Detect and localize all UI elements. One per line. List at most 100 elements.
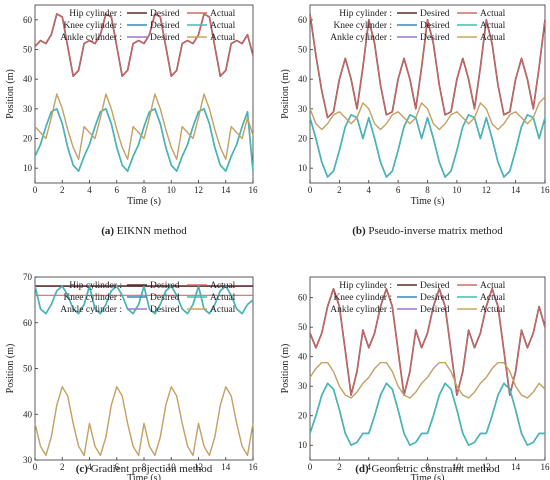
legend-label-hip: Hip cylinder : xyxy=(339,9,392,19)
y-tick-label: 40 xyxy=(298,74,308,84)
legend-actual-label: Actual xyxy=(210,21,236,31)
x-tick-label: 14 xyxy=(511,462,521,472)
series-line-ankle-actual xyxy=(309,96,546,131)
y-tick-label: 60 xyxy=(298,15,308,25)
series-line-hip-actual xyxy=(309,13,546,119)
x-tick-label: 6 xyxy=(396,185,401,195)
y-tick-label: 50 xyxy=(23,45,33,55)
panel-caption-text: Pseudo-inverse matrix method xyxy=(368,225,503,237)
legend-actual-label: Actual xyxy=(480,281,506,291)
legend-label-hip: Hip cylinder : xyxy=(339,281,392,291)
x-tick-label: 16 xyxy=(541,185,550,195)
series-line-knee-desired xyxy=(34,108,254,172)
x-tick-label: 14 xyxy=(221,185,231,195)
x-tick-label: 10 xyxy=(452,462,462,472)
x-tick-label: 2 xyxy=(337,185,342,195)
y-tick-label: 40 xyxy=(23,74,33,84)
x-tick-label: 0 xyxy=(33,462,38,472)
x-tick-label: 10 xyxy=(167,185,177,195)
y-tick-label: 40 xyxy=(23,409,33,419)
y-tick-label: 20 xyxy=(298,134,308,144)
legend-desired-label: Desired xyxy=(420,281,450,291)
legend-label-knee: Knee cylinder : xyxy=(333,21,392,31)
x-tick-label: 0 xyxy=(308,185,313,195)
x-tick-label: 4 xyxy=(87,185,92,195)
series-line-ankle-actual xyxy=(34,386,254,456)
legend-desired-label: Desired xyxy=(150,9,180,19)
series-line-knee-actual xyxy=(309,382,545,446)
legend-actual-label: Actual xyxy=(210,281,236,291)
x-tick-label: 10 xyxy=(167,462,177,472)
panel-letter: (c) xyxy=(76,463,89,475)
x-tick-label: 14 xyxy=(511,185,521,195)
panel-letter: (a) xyxy=(101,225,114,237)
x-tick-label: 2 xyxy=(60,185,65,195)
legend-actual-label: Actual xyxy=(210,293,236,303)
legend-desired-label: Desired xyxy=(420,293,450,303)
y-tick-label: 30 xyxy=(23,104,33,114)
panel-caption: (a) EIKNN method xyxy=(101,225,187,237)
x-tick-label: 2 xyxy=(60,462,65,472)
y-tick-label: 50 xyxy=(23,364,33,374)
legend-label-ankle: Ankle cylinder : xyxy=(60,305,122,315)
x-tick-label: 16 xyxy=(249,462,259,472)
x-axis-label: Time (s) xyxy=(127,473,161,480)
legend-label-knee: Knee cylinder : xyxy=(63,293,122,303)
y-tick-label: 30 xyxy=(298,381,308,391)
y-tick-label: 20 xyxy=(23,134,33,144)
panel-letter: (b) xyxy=(352,225,366,237)
panel-letter: (d) xyxy=(355,463,369,475)
chart-panel-3: 0 2 4 6 8 10 12 14 16 30 40 50 60 70 Time (s) Position … xyxy=(5,272,258,480)
panel-caption-text: Gradient projection method xyxy=(91,463,213,475)
legend-actual-label: Actual xyxy=(480,293,506,303)
legend-actual-label: Actual xyxy=(480,9,506,19)
y-tick-label: 10 xyxy=(23,163,33,173)
panel-caption: (d) Geometric constraint method xyxy=(355,463,500,475)
legend-desired-label: Desired xyxy=(420,33,450,43)
series-line-ankle-desired xyxy=(309,96,546,131)
x-tick-label: 6 xyxy=(396,462,401,472)
y-axis-label: Position (m) xyxy=(5,344,16,394)
x-tick-label: 16 xyxy=(541,462,550,472)
series-line-ankle-actual xyxy=(34,93,254,160)
y-tick-label: 10 xyxy=(298,163,308,173)
panel-caption-text: EIKNN method xyxy=(117,225,187,237)
x-tick-label: 8 xyxy=(142,462,147,472)
y-tick-label: 30 xyxy=(298,104,308,114)
y-tick-label: 30 xyxy=(23,455,33,465)
chart-panel-1: 0 2 4 6 8 10 12 14 16 10 20 30 40 50 60 Time (s) Positio… xyxy=(5,4,259,237)
y-tick-label: 20 xyxy=(298,411,308,421)
x-tick-label: 8 xyxy=(425,462,430,472)
x-tick-label: 6 xyxy=(115,185,120,195)
series-line-knee-desired xyxy=(309,114,546,178)
y-tick-label: 60 xyxy=(298,293,308,303)
legend-desired-label: Desired xyxy=(420,9,450,19)
x-tick-label: 12 xyxy=(482,185,491,195)
series-line-ankle-actual xyxy=(309,362,546,399)
legend-actual-label: Actual xyxy=(480,33,506,43)
legend-desired-label: Desired xyxy=(150,293,180,303)
panel-caption-text: Geometric constraint method xyxy=(371,463,500,475)
y-tick-label: 40 xyxy=(298,352,308,362)
x-tick-label: 4 xyxy=(367,462,372,472)
legend-actual-label: Actual xyxy=(480,305,506,315)
x-tick-label: 0 xyxy=(33,185,38,195)
legend: Hip cylinder : Desired Actual Knee cylinder… xyxy=(60,9,235,43)
panel-caption: (c) Gradient projection method xyxy=(76,463,213,475)
legend-desired-label: Desired xyxy=(150,33,180,43)
x-axis-label: Time (s) xyxy=(411,196,445,207)
x-tick-label: 6 xyxy=(115,462,120,472)
legend-desired-label: Desired xyxy=(420,305,450,315)
x-tick-label: 12 xyxy=(194,462,203,472)
legend-label-ankle: Ankle cylinder : xyxy=(330,33,392,43)
legend-label-ankle: Ankle cylinder : xyxy=(330,305,392,315)
x-tick-label: 16 xyxy=(249,185,259,195)
legend-label-hip: Hip cylinder : xyxy=(69,281,122,291)
x-tick-label: 12 xyxy=(194,185,203,195)
legend-desired-label: Desired xyxy=(150,305,180,315)
legend-label-knee: Knee cylinder : xyxy=(333,293,392,303)
legend-actual-label: Actual xyxy=(210,33,236,43)
chart-panel-2: 0 2 4 6 8 10 12 14 16 10 20 30 40 50 60 Time (s) Positio… xyxy=(280,4,550,237)
legend-label-ankle: Ankle cylinder : xyxy=(60,33,122,43)
